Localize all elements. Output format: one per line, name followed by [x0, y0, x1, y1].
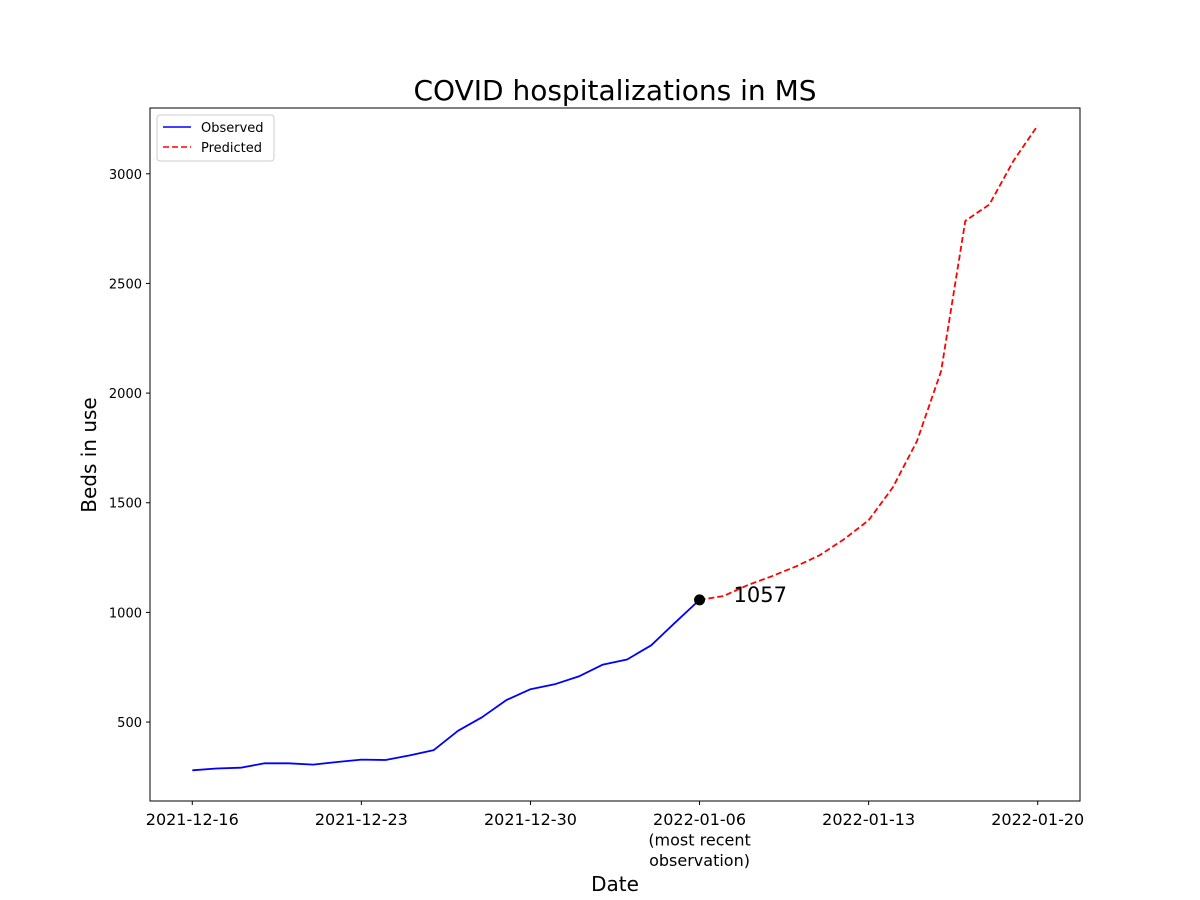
x-axis-label: Date: [591, 872, 639, 896]
series-predicted-line: [699, 124, 1039, 601]
x-tick-label: 2021-12-16: [146, 810, 239, 829]
y-tick-label: 500: [117, 716, 142, 731]
y-axis-label: Beds in use: [77, 397, 101, 513]
plot-frame: [149, 107, 1081, 802]
x-tick-label: 2022-01-20: [991, 810, 1084, 829]
y-axis: 500 1000 1500 2000 2500 3000: [109, 168, 150, 731]
x-tick-label: (most recent: [648, 831, 750, 850]
series-layer: [192, 124, 1039, 772]
marker-layer: 1057: [694, 583, 787, 607]
legend-observed-label: Observed: [201, 121, 264, 136]
x-tick-label: 2021-12-30: [484, 810, 577, 829]
x-axis: 2021-12-16 2021-12-23 2021-12-30 2022-01-06…: [146, 801, 1084, 870]
series-observed-line: [192, 599, 701, 772]
legend-predicted-label: Predicted: [201, 141, 262, 156]
y-tick-label: 1500: [109, 497, 142, 512]
x-tick-label: 2022-01-13: [822, 810, 915, 829]
x-tick-label: 2022-01-06: [653, 810, 746, 829]
latest-observation-label: 1057: [734, 583, 787, 607]
chart-title: COVID hospitalizations in MS: [413, 74, 816, 107]
y-tick-label: 2500: [109, 277, 142, 292]
legend: Observed Predicted: [156, 114, 275, 162]
y-tick-label: 2000: [109, 387, 142, 402]
y-tick-label: 1000: [109, 606, 142, 621]
x-tick-label: 2021-12-23: [315, 810, 408, 829]
x-tick-label: observation): [649, 851, 750, 870]
y-tick-label: 3000: [109, 168, 142, 183]
latest-observation-marker: [694, 594, 706, 606]
